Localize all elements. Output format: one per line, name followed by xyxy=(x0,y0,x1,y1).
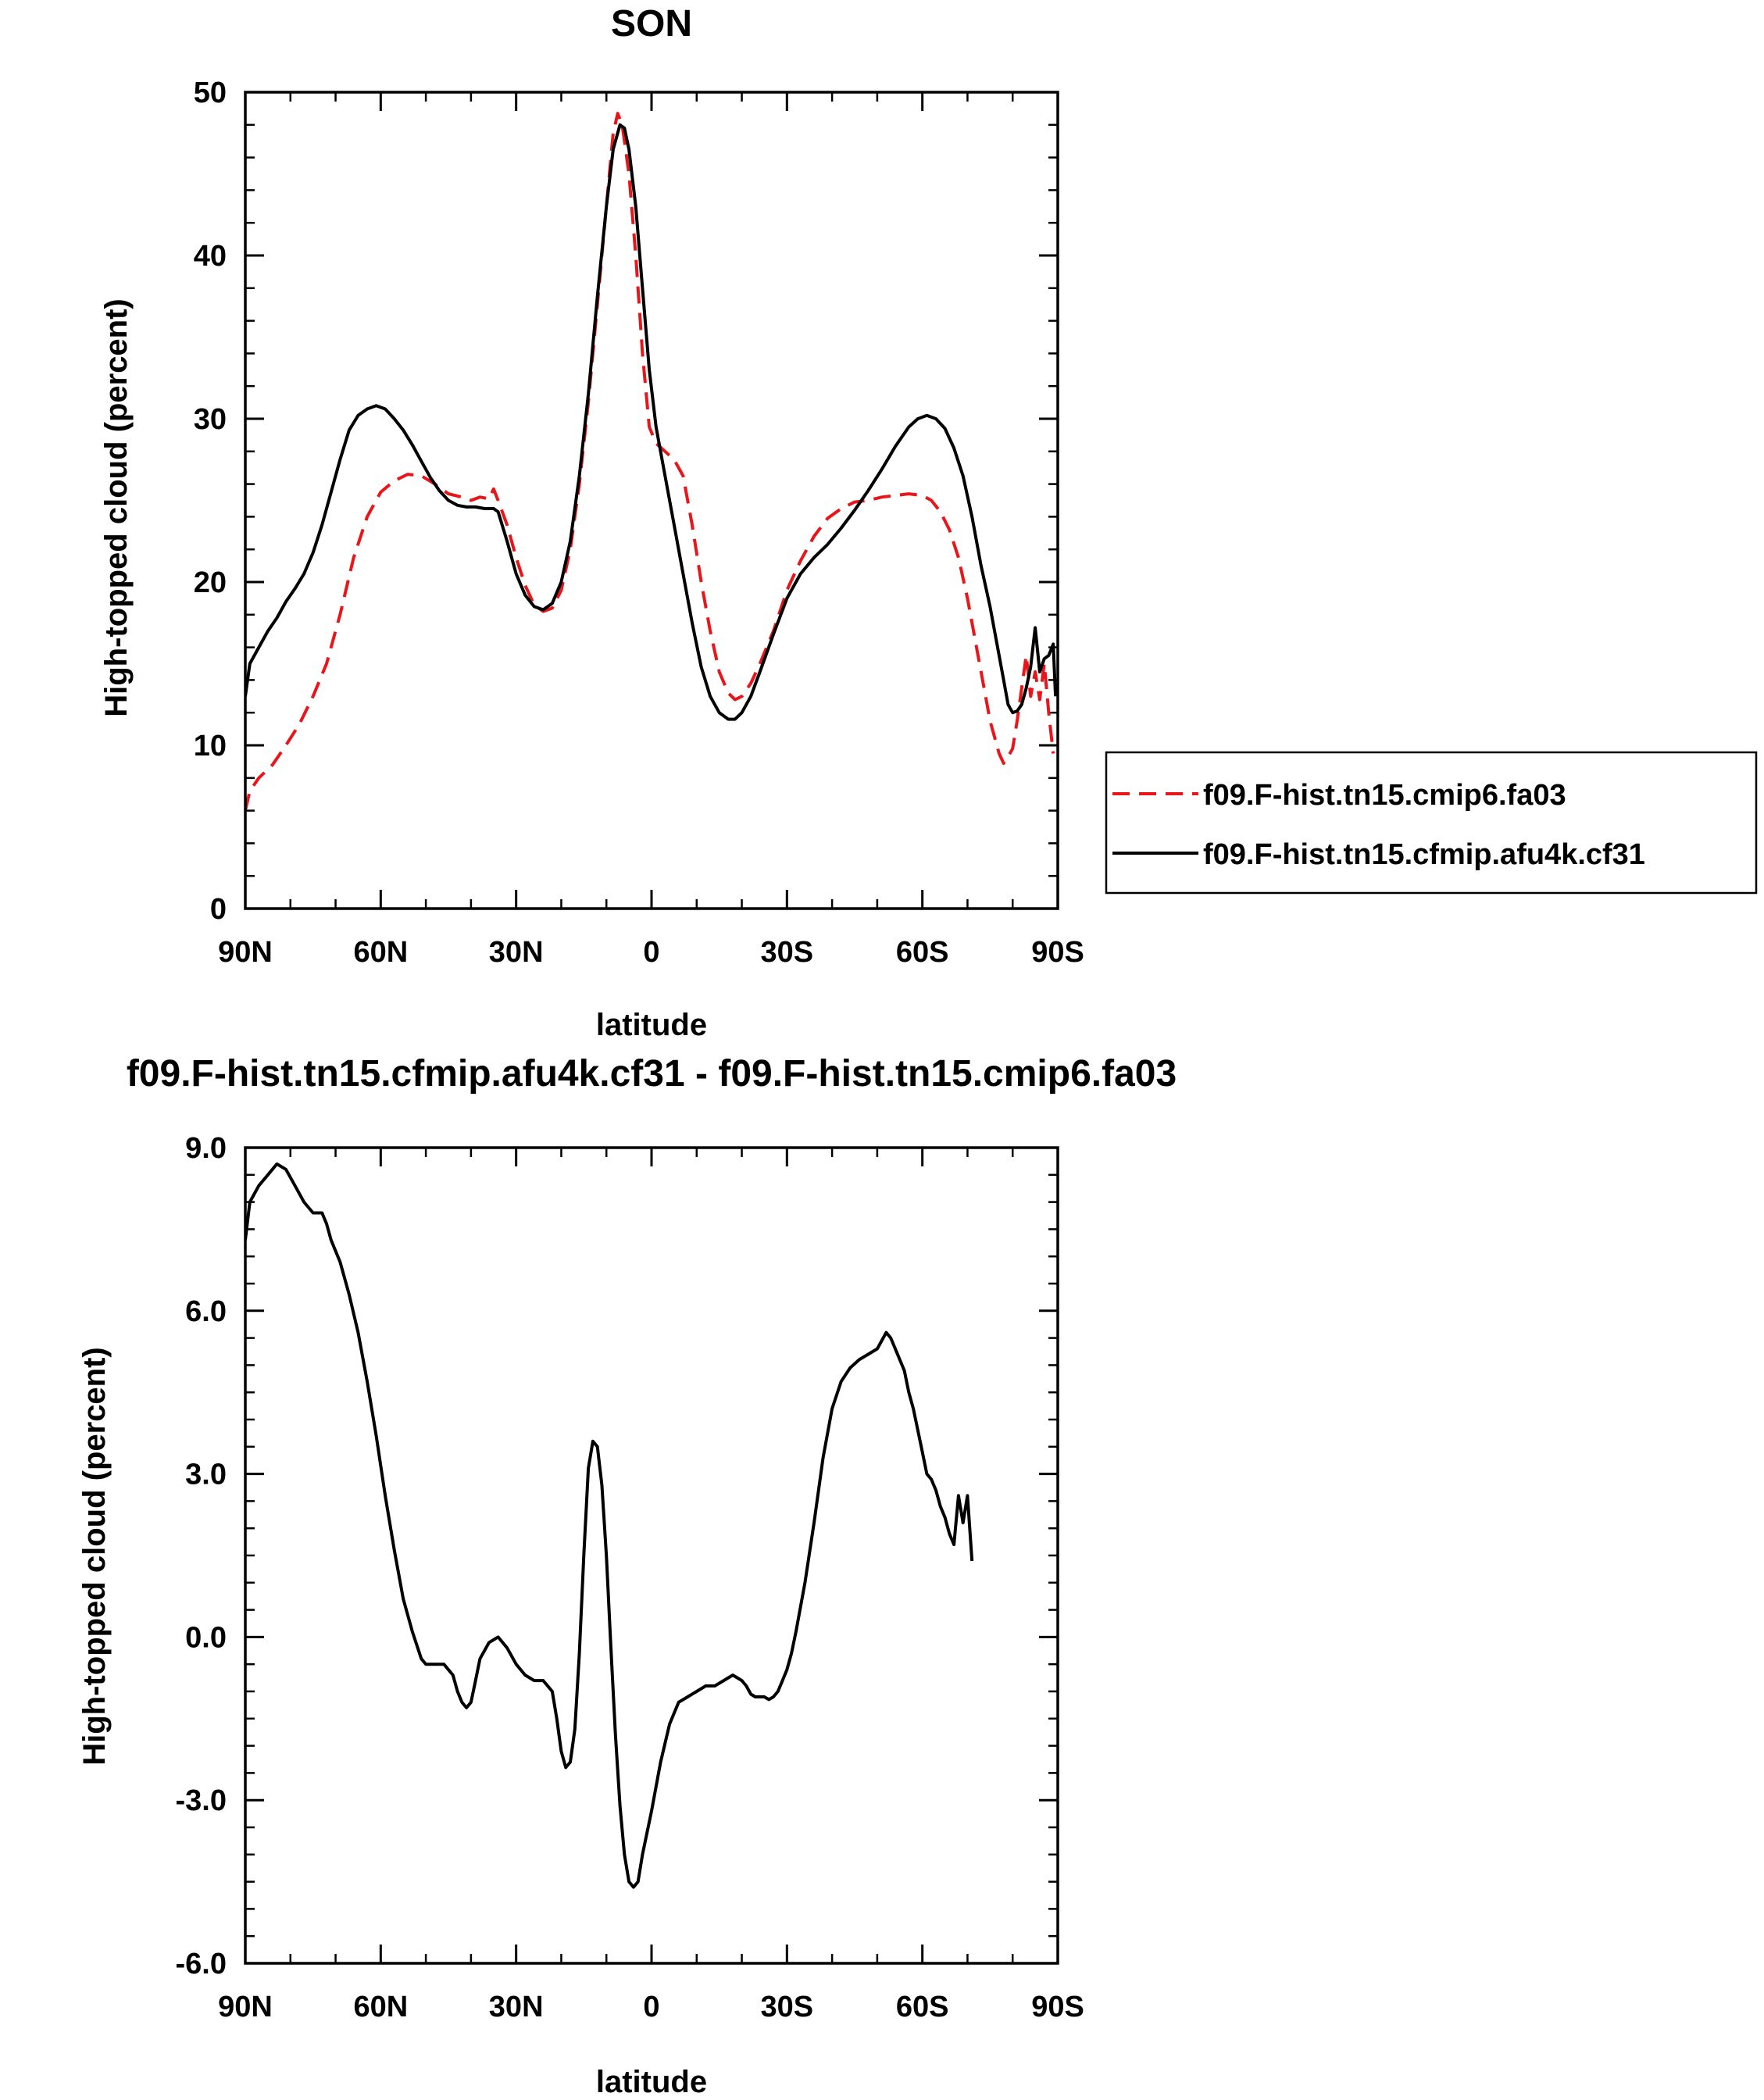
x-tick-label: 30N xyxy=(489,936,544,969)
plot-frame xyxy=(244,91,1059,910)
x-tick-label: 0 xyxy=(643,1991,659,2023)
y-tick-label: 3.0 xyxy=(185,1459,227,1491)
x-tick-label: 60N xyxy=(353,936,408,969)
top-chart-title: SON xyxy=(611,3,692,45)
x-tick-label: 90N xyxy=(218,1991,273,2023)
bottom-plot-area: -6.0 -3.0 0.0 3.0 6.0 9.0 90N 60N 30N 0 30S 60S 90S xyxy=(176,1132,1084,2023)
bottom-panel: f09.F-hist.tn15.cfmip.afu4k.cf31 - f09.F… xyxy=(77,1053,1177,2099)
x-tick-label: 30N xyxy=(489,1991,544,2023)
y-tick-label: 0 xyxy=(210,893,227,926)
y-tick-label: -6.0 xyxy=(176,1948,227,1980)
top-panel: SON 0 10 20 30 40 50 90N 60N 30N 0 30S 60S 90S High-… xyxy=(99,3,1758,1042)
bottom-chart-title: f09.F-hist.tn15.cfmip.afu4k.cf31 - f09.F… xyxy=(127,1053,1177,1095)
y-tick-label: 10 xyxy=(194,730,227,762)
y-tick-label: 20 xyxy=(194,566,227,599)
y-tick-label: -3.0 xyxy=(176,1784,227,1817)
plot-frame xyxy=(244,1146,1059,1965)
y-tick-label: 6.0 xyxy=(185,1295,227,1328)
y-tick-label: 40 xyxy=(194,240,227,273)
x-tick-label: 30S xyxy=(761,1991,814,2023)
x-tick-label: 90N xyxy=(218,936,273,969)
x-tick-label: 90S xyxy=(1031,936,1084,969)
x-tick-label: 30S xyxy=(761,936,814,969)
legend-label-series-2: f09.F-hist.tn15.cfmip.afu4k.cf31 xyxy=(1203,838,1645,871)
legend: f09.F-hist.tn15.cmip6.fa03 f09.F-hist.tn… xyxy=(1105,751,1758,895)
top-plot-area: 0 10 20 30 40 50 90N 60N 30N 0 30S 60S 90S xyxy=(194,77,1084,969)
series-line-2 xyxy=(245,123,1058,721)
x-tick-label: 60S xyxy=(896,936,949,969)
x-tick-label: 90S xyxy=(1031,1991,1084,2023)
top-x-axis-label: latitude xyxy=(596,1008,707,1042)
series-line-1 xyxy=(245,1162,974,1889)
legend-label-series-1: f09.F-hist.tn15.cmip6.fa03 xyxy=(1203,779,1566,812)
top-y-axis-label: High-topped cloud (percent) xyxy=(99,298,134,717)
y-tick-label: 9.0 xyxy=(185,1132,227,1165)
bottom-x-axis-label: latitude xyxy=(596,2065,707,2099)
x-tick-label: 60N xyxy=(353,1991,408,2023)
legend-box xyxy=(1105,751,1758,895)
y-tick-label: 50 xyxy=(194,77,227,109)
series-line-1 xyxy=(245,112,1055,812)
x-tick-label: 0 xyxy=(643,936,659,969)
y-tick-label: 0.0 xyxy=(185,1621,227,1654)
y-tick-label: 30 xyxy=(194,403,227,436)
bottom-y-axis-label: High-topped cloud (percent) xyxy=(77,1347,112,1766)
x-tick-label: 60S xyxy=(896,1991,949,2023)
